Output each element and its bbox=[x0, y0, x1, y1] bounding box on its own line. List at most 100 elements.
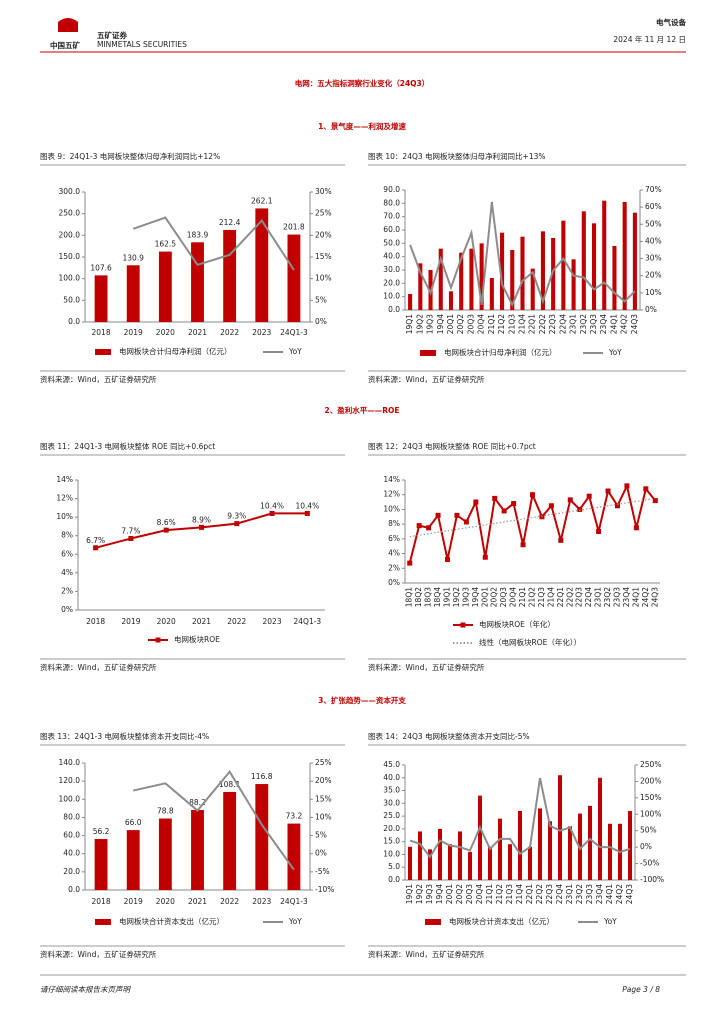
bar bbox=[540, 231, 545, 310]
line bbox=[132, 216, 295, 271]
x-tick-label: 23Q4 bbox=[595, 884, 604, 904]
x-tick-label: 19Q3 bbox=[425, 884, 434, 904]
marker bbox=[435, 512, 441, 518]
y-tick-label: 4% bbox=[61, 568, 73, 577]
line bbox=[409, 201, 636, 308]
y2-tick-label: 25% bbox=[315, 209, 332, 218]
data-label: 162.5 bbox=[155, 240, 177, 249]
y2-tick-label: 5% bbox=[315, 295, 327, 304]
logo bbox=[58, 18, 78, 32]
bar bbox=[287, 823, 301, 890]
source: 资料来源：Wind，五矿证券研究所 bbox=[40, 949, 157, 959]
bar bbox=[622, 202, 627, 310]
y2-tick-label: 150% bbox=[640, 793, 661, 802]
x-tick-label: 19Q4 bbox=[435, 884, 444, 904]
bar bbox=[448, 844, 452, 880]
line bbox=[409, 777, 631, 859]
bar bbox=[418, 263, 423, 310]
x-tick-label: 19Q1 bbox=[405, 314, 414, 334]
marker bbox=[454, 512, 460, 518]
legend-label: 电网板块合计归母净利润（亿元） bbox=[119, 346, 232, 356]
data-label: 66.0 bbox=[125, 818, 142, 827]
bar bbox=[126, 265, 140, 322]
x-tick-label: 23Q1 bbox=[565, 884, 574, 904]
x-tick-label: 20Q4 bbox=[477, 314, 486, 334]
y-tick-label: 250.0 bbox=[59, 209, 81, 218]
legend-label: YoY bbox=[288, 347, 302, 356]
bar bbox=[598, 777, 602, 880]
bar bbox=[498, 818, 502, 880]
x-tick-label: 2019 bbox=[124, 897, 143, 906]
y2-tick-label: -50% bbox=[640, 859, 659, 868]
y2-tick-label: 0% bbox=[640, 842, 652, 851]
y-tick-label: 0.0 bbox=[388, 875, 400, 884]
bar bbox=[438, 828, 442, 880]
y-tick-label: 150.0 bbox=[59, 252, 81, 261]
legend-label: YoY bbox=[608, 348, 622, 357]
bar bbox=[158, 818, 172, 890]
y2-tick-label: 10% bbox=[315, 812, 332, 821]
y2-tick-label: 100% bbox=[640, 809, 661, 818]
bar bbox=[468, 851, 472, 880]
y2-tick-label: 70% bbox=[645, 185, 662, 194]
x-tick-label: 21Q4 bbox=[546, 587, 555, 607]
x-tick-label: 19Q2 bbox=[415, 314, 424, 334]
y-tick-label: 0% bbox=[61, 605, 73, 614]
section-title: 1、景气度——利润及增速 bbox=[318, 121, 406, 131]
y-tick-label: 25.0 bbox=[383, 811, 400, 820]
data-label: 183.9 bbox=[187, 230, 209, 239]
marker bbox=[445, 556, 450, 562]
marker bbox=[558, 537, 564, 543]
x-tick-label: 20Q1 bbox=[445, 884, 454, 904]
bar bbox=[520, 236, 525, 310]
bar bbox=[500, 232, 505, 310]
legend-marker bbox=[155, 637, 161, 643]
marker bbox=[539, 514, 545, 520]
bar bbox=[94, 275, 108, 322]
line bbox=[409, 497, 656, 538]
y-tick-label: 6% bbox=[61, 549, 73, 558]
x-tick-label: 19Q1 bbox=[443, 587, 452, 607]
bar bbox=[510, 250, 515, 310]
marker bbox=[163, 527, 169, 533]
sector: 电气设备 bbox=[656, 17, 686, 27]
y-tick-label: 20.0 bbox=[383, 824, 400, 833]
x-tick-label: 2020 bbox=[157, 617, 176, 626]
x-tick-label: 24Q1 bbox=[609, 314, 618, 334]
y2-tick-label: 60% bbox=[645, 202, 662, 211]
x-tick-label: 20Q2 bbox=[456, 314, 465, 334]
marker bbox=[615, 503, 620, 509]
legend-label: YoY bbox=[288, 917, 302, 926]
x-tick-label: 21Q1 bbox=[518, 587, 527, 607]
y2-tick-label: -100% bbox=[640, 875, 664, 884]
bar bbox=[528, 846, 532, 880]
section-title: 2、盈利水平——ROE bbox=[325, 405, 400, 415]
data-label: 56.2 bbox=[93, 827, 110, 836]
marker bbox=[269, 510, 275, 516]
data-label: 116.8 bbox=[251, 772, 273, 781]
data-label: 201.8 bbox=[283, 223, 305, 232]
x-tick-label: 23Q2 bbox=[575, 884, 584, 904]
source: 资料来源：Wind，五矿证券研究所 bbox=[368, 374, 485, 384]
x-tick-label: 21Q3 bbox=[537, 587, 546, 607]
source: 资料来源：Wind，五矿证券研究所 bbox=[368, 949, 485, 959]
y2-tick-label: 0% bbox=[645, 305, 657, 314]
x-tick-label: 19Q3 bbox=[461, 587, 470, 607]
bar bbox=[408, 846, 412, 880]
y-tick-label: 80.0 bbox=[383, 198, 400, 207]
y2-tick-label: 40% bbox=[645, 236, 662, 245]
data-label: 212.4 bbox=[219, 218, 241, 227]
logo-cn: 中国五矿 bbox=[50, 40, 80, 50]
y2-tick-label: -5% bbox=[315, 867, 330, 876]
figure-title: 图表 11：24Q1-3 电网板块整体 ROE 同比+0.6pct bbox=[40, 441, 215, 451]
y2-tick-label: 20% bbox=[645, 271, 662, 280]
x-tick-label: 2022 bbox=[220, 897, 239, 906]
x-tick-label: 2018 bbox=[92, 328, 111, 337]
marker bbox=[482, 554, 488, 560]
y-tick-label: 30.0 bbox=[383, 265, 400, 274]
y-tick-label: 40.0 bbox=[383, 773, 400, 782]
x-tick-label: 24Q1 bbox=[605, 884, 614, 904]
bar bbox=[591, 223, 597, 310]
x-tick-label: 19Q2 bbox=[415, 884, 424, 904]
x-tick-label: 19Q4 bbox=[436, 314, 445, 334]
